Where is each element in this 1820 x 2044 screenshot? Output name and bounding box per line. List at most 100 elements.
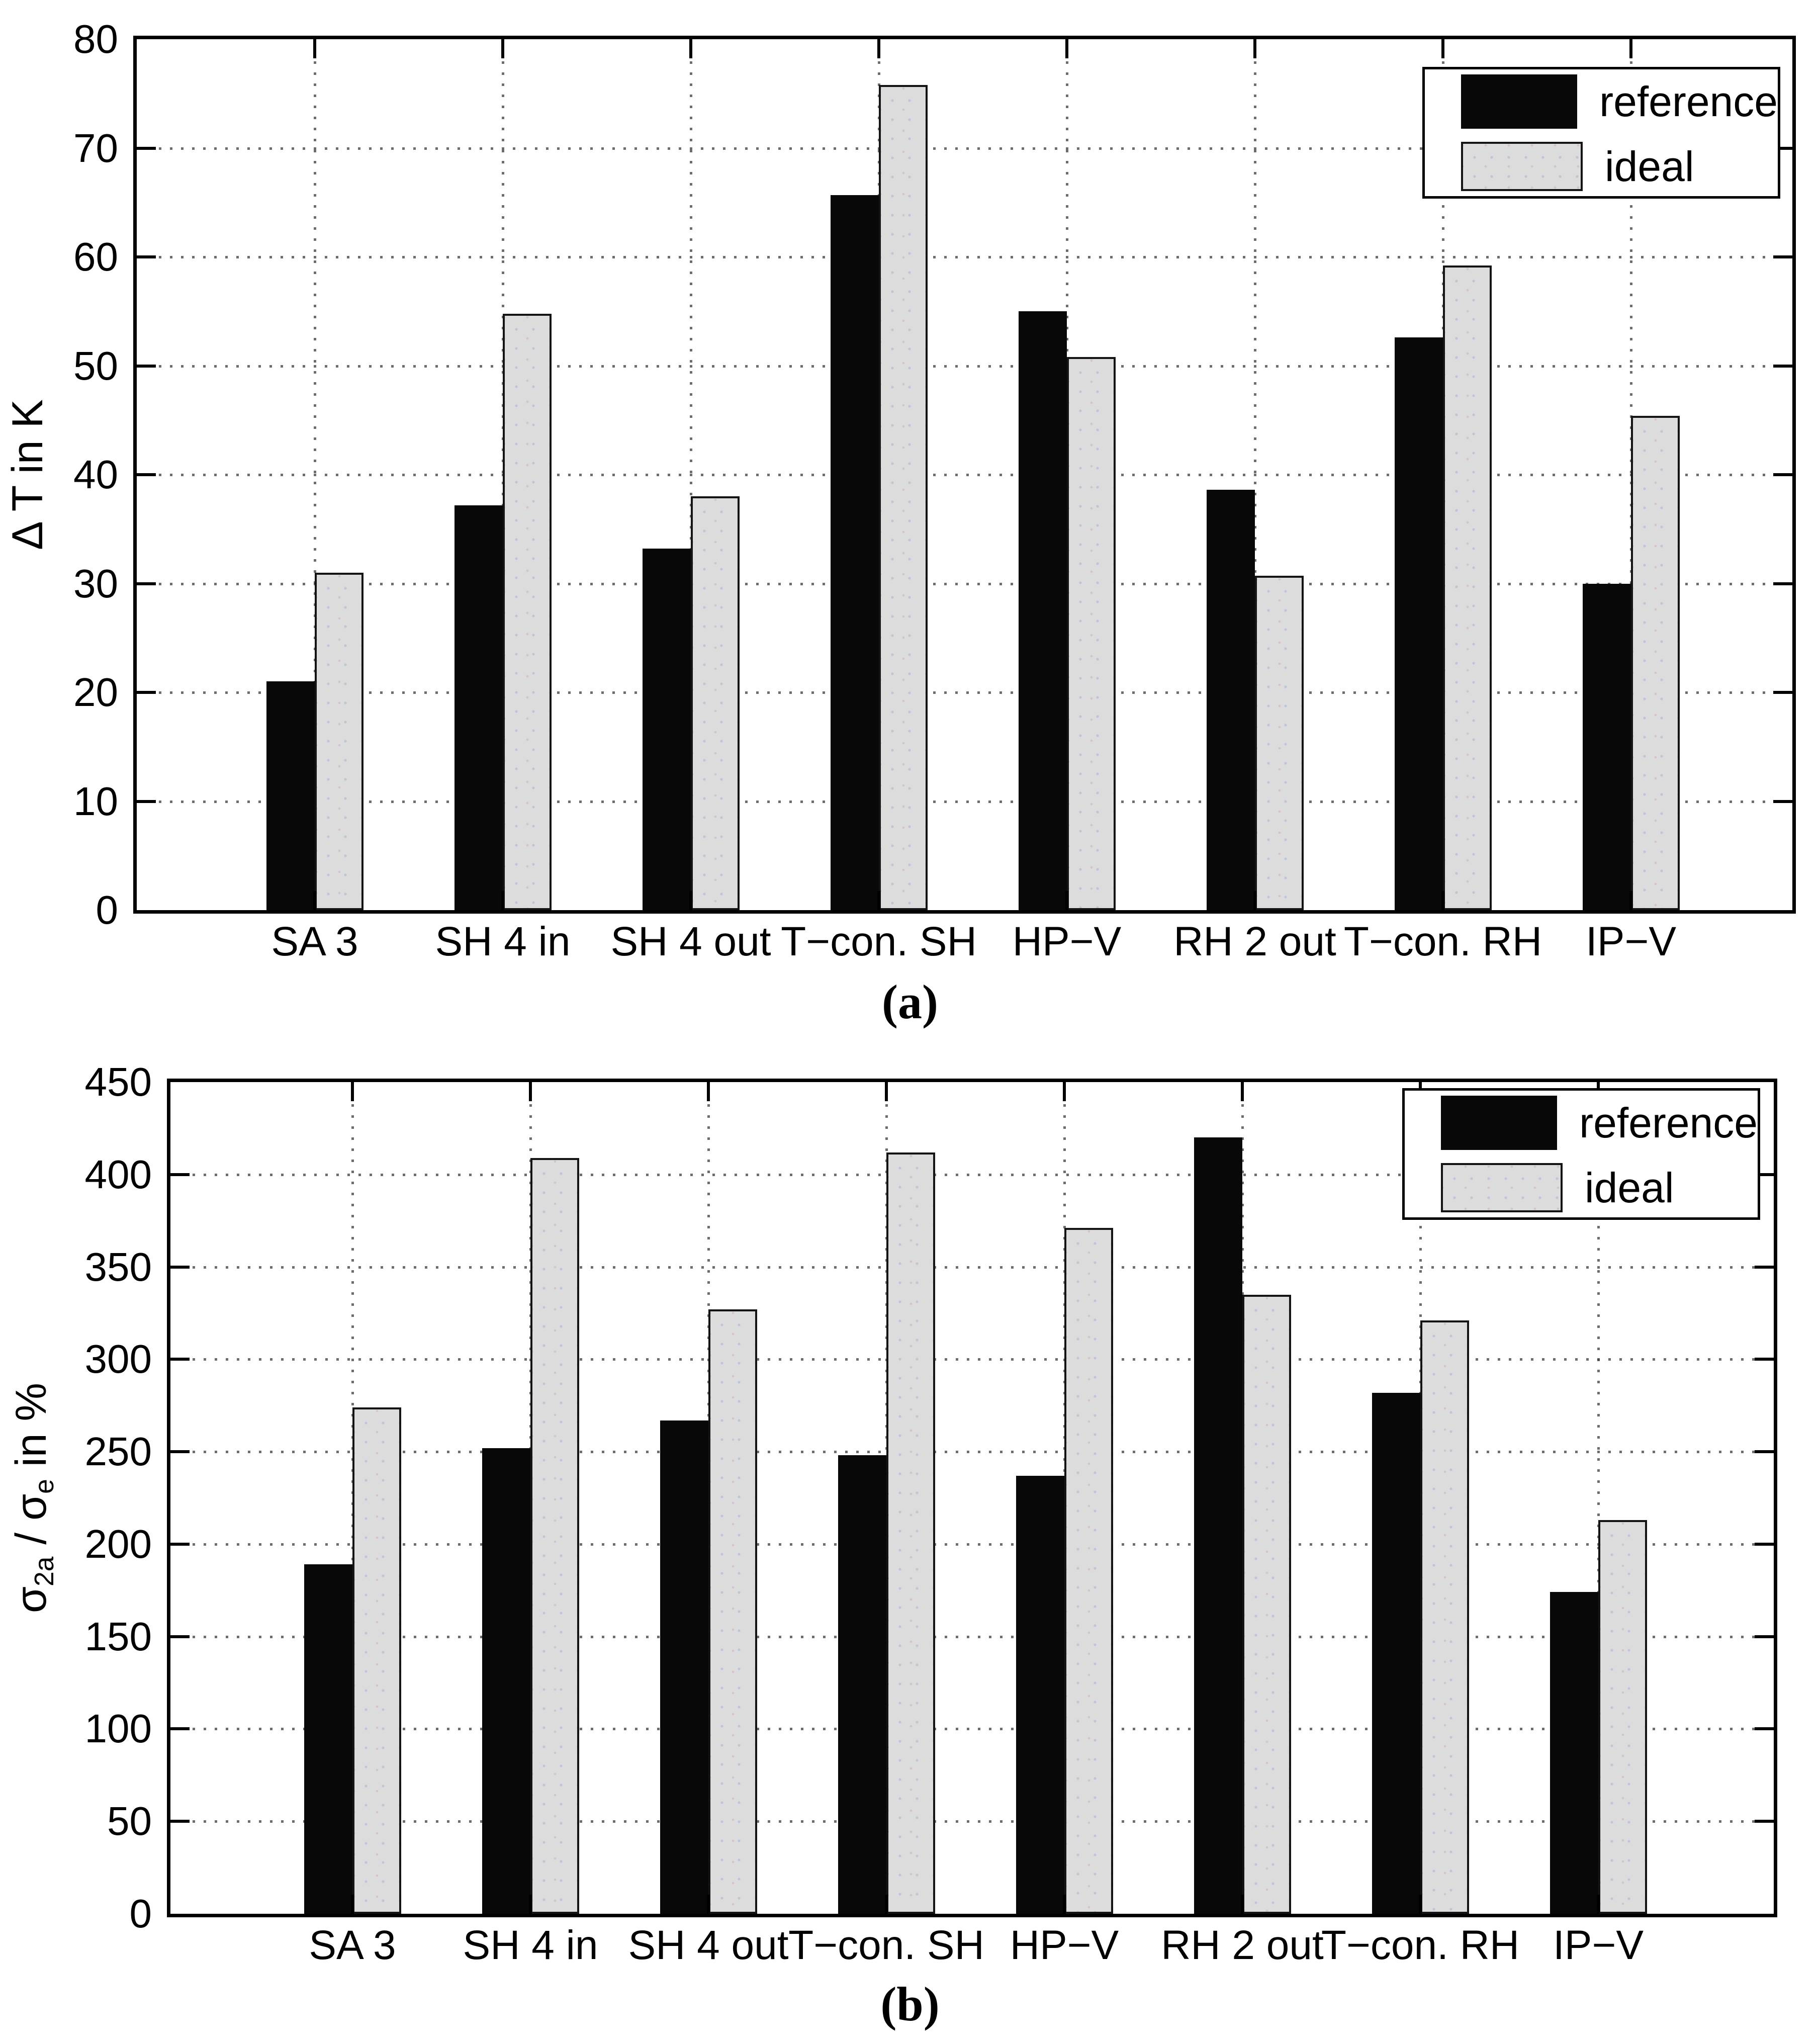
y-tick-right-150 — [1755, 1635, 1774, 1638]
bar-b-ideal-0 — [352, 1407, 401, 1914]
x-tick-top-3 — [877, 39, 880, 58]
bar-a-ideal-1 — [503, 313, 552, 910]
y-tick-label-50: 50 — [73, 343, 118, 388]
x-tick-bottom-0 — [313, 891, 316, 910]
x-tick-label-6: T−con. RH — [1343, 919, 1542, 964]
bar-b-ideal-1 — [530, 1158, 579, 1914]
y-tick-left-350 — [170, 1265, 190, 1269]
y-tick-right-60 — [1773, 255, 1792, 258]
x-tick-top-1 — [501, 39, 504, 58]
chart-a-plot-area: reference ideal — [133, 36, 1796, 914]
x-tick-label-3: T−con. SH — [781, 919, 977, 964]
gridline-y-30 — [137, 582, 1792, 585]
bar-a-ideal-0 — [315, 572, 363, 910]
ylabel-sigma-1: σ — [7, 1586, 55, 1614]
x-tick-top-4 — [1065, 39, 1068, 58]
gridline-y-350 — [170, 1266, 1774, 1269]
gridline-y-50 — [170, 1820, 1774, 1823]
y-tick-label-20: 20 — [73, 670, 118, 715]
x-tick-bottom-3 — [885, 1895, 888, 1914]
bar-b-reference-3 — [838, 1455, 886, 1914]
bar-a-ideal-2 — [691, 496, 740, 910]
chart-a-caption: (a) — [882, 975, 938, 1029]
y-tick-right-100 — [1755, 1727, 1774, 1731]
x-tick-bottom-1 — [501, 891, 504, 910]
x-tick-top-6 — [1441, 39, 1444, 58]
y-tick-right-50 — [1773, 364, 1792, 368]
bar-a-reference-2 — [643, 549, 691, 910]
legend-ideal-label: ideal — [1585, 1164, 1674, 1211]
gridline-x-0 — [314, 39, 316, 910]
y-tick-right-350 — [1755, 1265, 1774, 1269]
bar-b-ideal-3 — [886, 1152, 935, 1914]
x-tick-bottom-5 — [1253, 891, 1256, 910]
x-tick-label-4: HP−V — [1010, 1922, 1119, 1968]
x-tick-top-4 — [1063, 1082, 1066, 1101]
gridline-y-200 — [170, 1543, 1774, 1546]
legend-row-ideal: ideal — [1461, 142, 1778, 191]
legend-row-ideal: ideal — [1441, 1163, 1758, 1212]
y-tick-label-70: 70 — [73, 125, 118, 170]
y-tick-left-50 — [137, 364, 156, 368]
x-tick-bottom-4 — [1063, 1895, 1066, 1914]
legend-ideal-label: ideal — [1605, 143, 1694, 190]
bar-a-ideal-7 — [1631, 416, 1680, 910]
gridline-y-300 — [170, 1358, 1774, 1361]
y-tick-left-100 — [170, 1727, 190, 1731]
gridline-y-10 — [137, 800, 1792, 803]
y-tick-label-350: 350 — [84, 1244, 152, 1289]
bar-a-ideal-6 — [1443, 265, 1492, 910]
legend-reference-label: reference — [1599, 78, 1778, 125]
x-tick-bottom-3 — [877, 891, 880, 910]
x-tick-top-3 — [885, 1082, 888, 1101]
x-tick-top-2 — [689, 39, 692, 58]
y-tick-label-100: 100 — [84, 1706, 152, 1751]
bar-a-reference-3 — [831, 195, 879, 910]
bar-a-ideal-3 — [879, 84, 928, 910]
y-tick-left-10 — [137, 799, 156, 803]
legend-ideal-swatch — [1441, 1163, 1563, 1212]
bar-a-reference-0 — [266, 681, 315, 910]
x-tick-label-7: IP−V — [1585, 919, 1677, 964]
bar-b-ideal-7 — [1598, 1520, 1647, 1914]
y-tick-label-450: 450 — [84, 1059, 152, 1104]
y-tick-left-50 — [170, 1820, 190, 1823]
x-tick-label-2: SH 4 out — [628, 1922, 789, 1968]
x-tick-bottom-6 — [1419, 1895, 1422, 1914]
bar-a-reference-1 — [454, 505, 503, 910]
x-tick-top-0 — [351, 1082, 354, 1101]
x-tick-bottom-4 — [1065, 891, 1068, 910]
y-tick-label-60: 60 — [73, 234, 118, 279]
x-tick-top-5 — [1241, 1082, 1244, 1101]
x-tick-label-0: SA 3 — [271, 919, 358, 964]
gridline-x-7 — [1597, 1082, 1600, 1914]
bar-a-reference-7 — [1583, 583, 1631, 910]
legend-reference-swatch — [1461, 74, 1578, 129]
bar-b-reference-4 — [1016, 1475, 1064, 1914]
x-tick-label-1: SH 4 in — [435, 919, 571, 964]
y-tick-right-200 — [1755, 1542, 1774, 1546]
bar-b-reference-0 — [304, 1564, 352, 1914]
x-tick-bottom-7 — [1597, 1895, 1600, 1914]
x-tick-label-7: IP−V — [1553, 1922, 1644, 1968]
bar-b-ideal-2 — [708, 1309, 757, 1914]
y-tick-right-40 — [1773, 473, 1792, 476]
chart-b-legend: reference ideal — [1402, 1088, 1760, 1220]
chart-a-legend: reference ideal — [1422, 67, 1780, 199]
bar-b-reference-1 — [482, 1448, 530, 1914]
x-tick-bottom-2 — [707, 1895, 710, 1914]
y-tick-label-400: 400 — [84, 1151, 152, 1197]
y-tick-left-70 — [137, 146, 156, 150]
legend-row-reference: reference — [1441, 1096, 1758, 1150]
bar-b-ideal-6 — [1420, 1320, 1469, 1914]
gridline-x-2 — [690, 39, 692, 910]
legend-reference-label: reference — [1579, 1099, 1758, 1146]
gridline-y-400 — [170, 1173, 1774, 1176]
bar-a-reference-5 — [1207, 490, 1255, 910]
x-tick-bottom-6 — [1441, 891, 1444, 910]
bar-b-reference-6 — [1372, 1392, 1420, 1914]
y-tick-label-50: 50 — [107, 1799, 152, 1844]
x-tick-top-2 — [707, 1082, 710, 1101]
y-tick-right-20 — [1773, 691, 1792, 694]
